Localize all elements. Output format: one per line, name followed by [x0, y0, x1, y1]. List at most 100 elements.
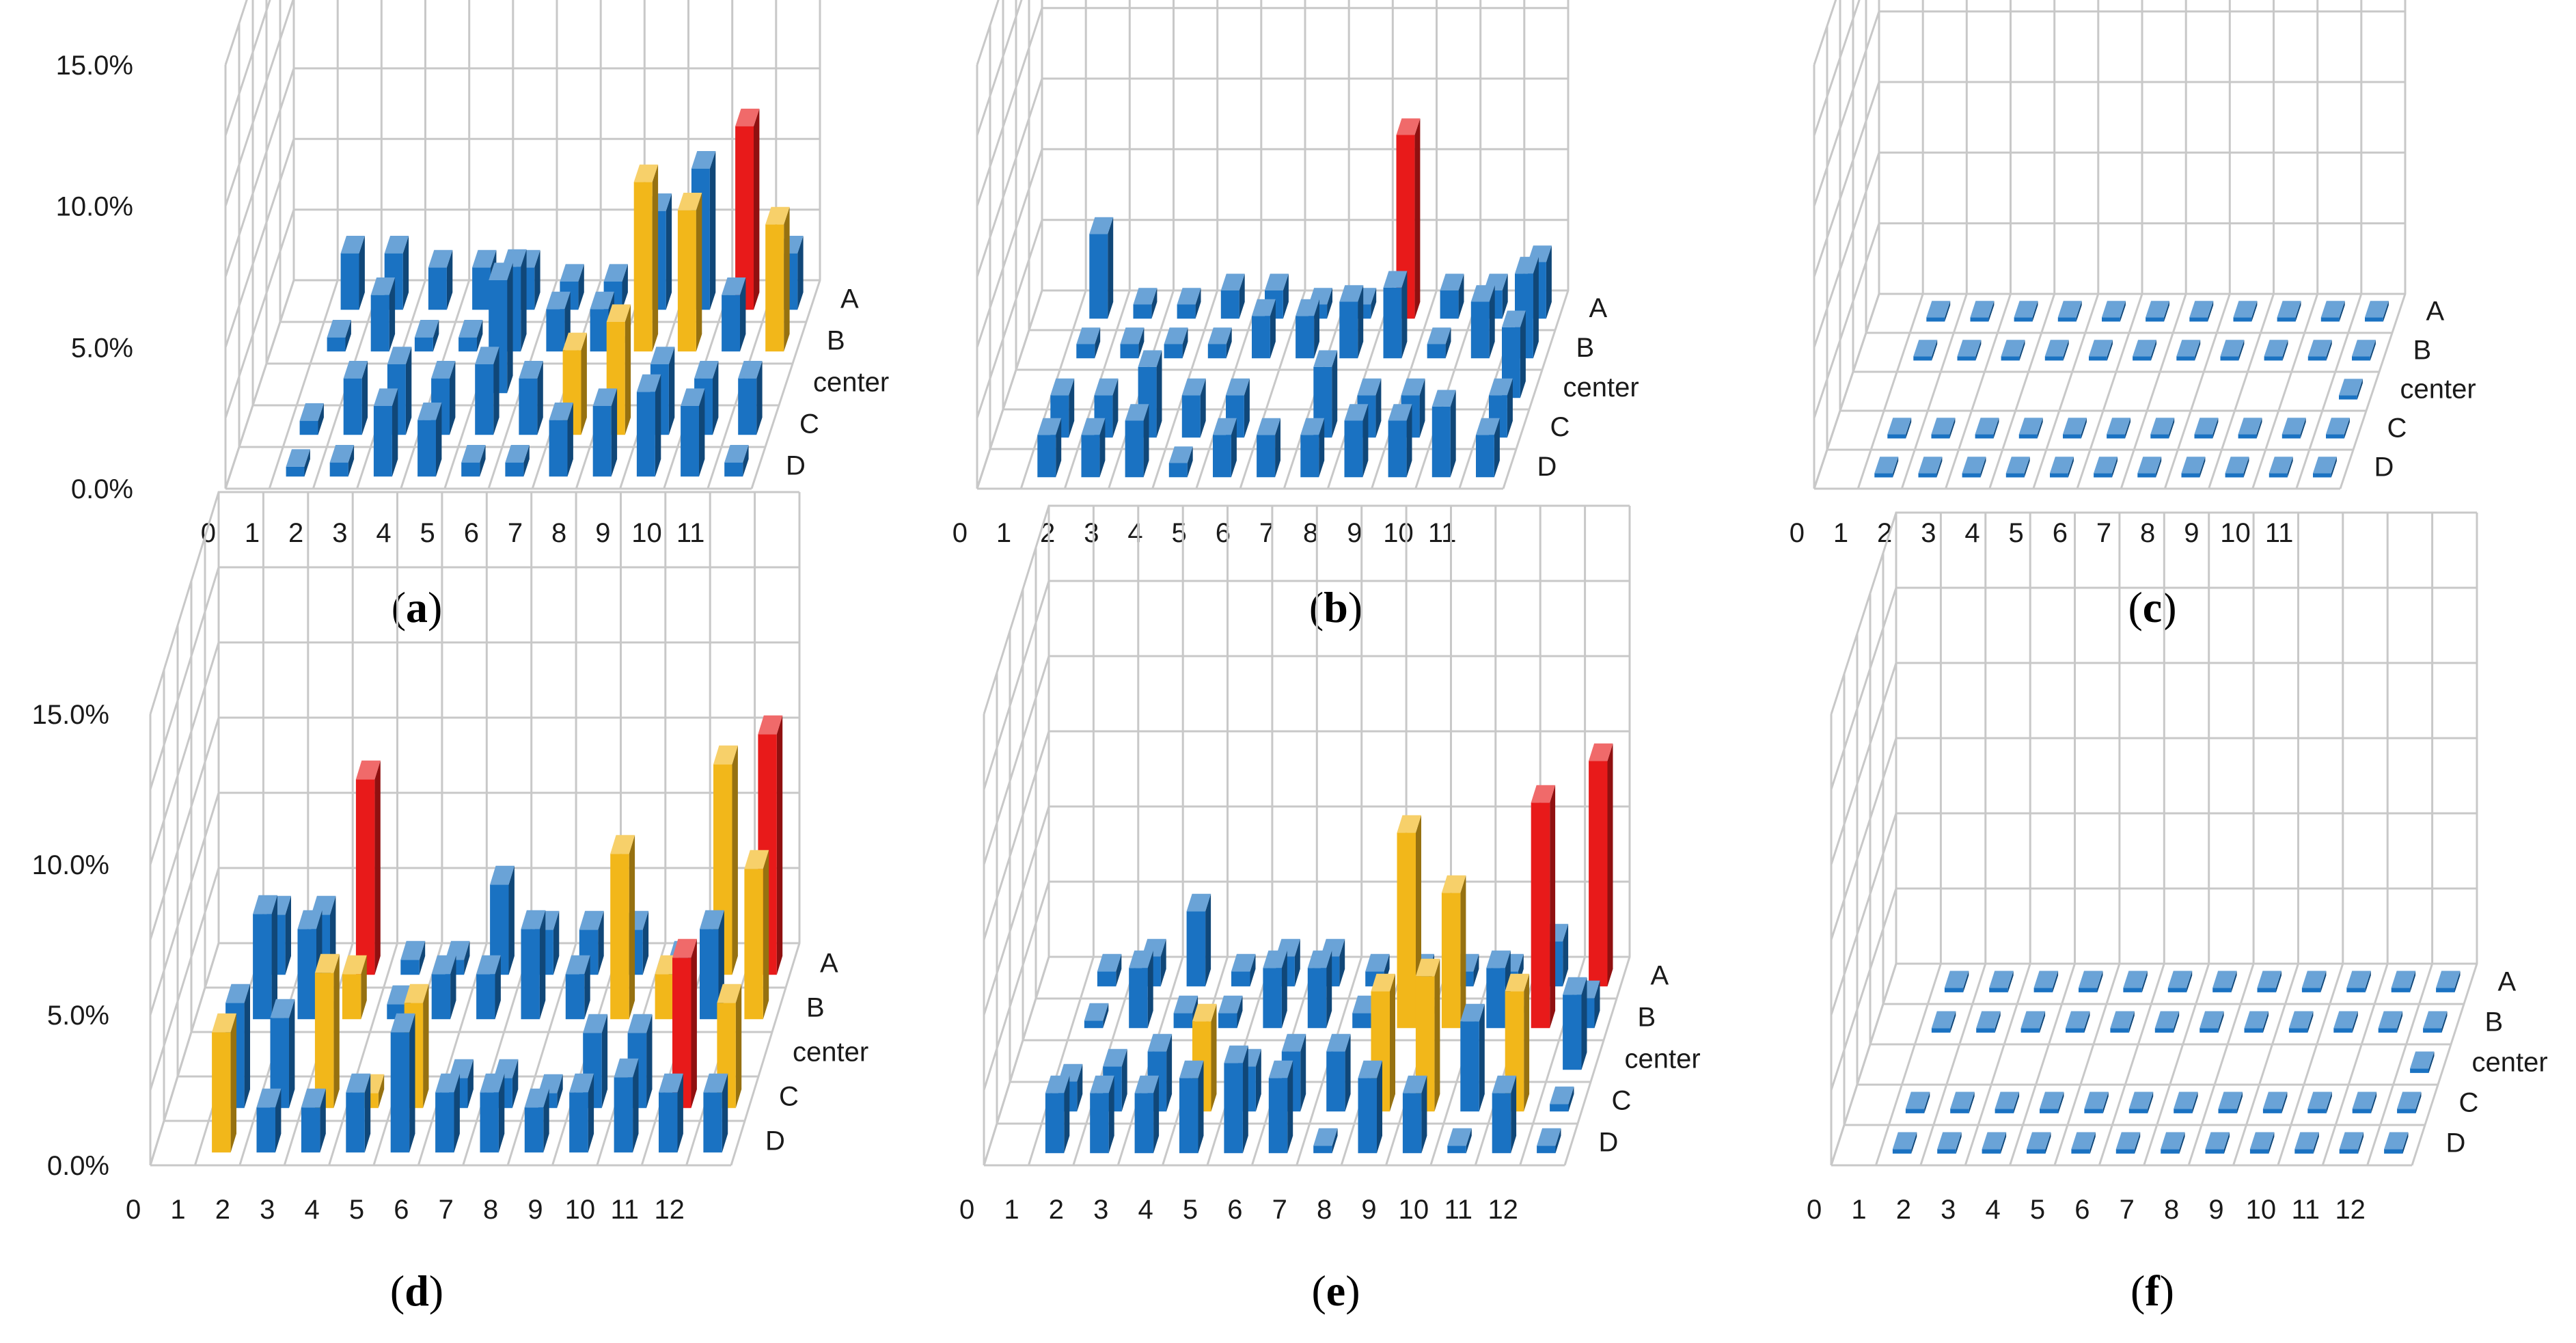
- bar-D-4: [2005, 457, 2030, 478]
- bar-front: [2205, 1149, 2224, 1154]
- bar-side: [601, 1014, 608, 1109]
- bar-front: [1931, 1028, 1951, 1033]
- bar-side: [1969, 1091, 1975, 1113]
- bar-C-2: [270, 999, 295, 1109]
- x-tick-label: 4: [1138, 1195, 1153, 1225]
- bar-front: [1470, 301, 1490, 359]
- bar-front: [672, 958, 691, 1109]
- caption-close: ): [2160, 1266, 2174, 1315]
- bar-top: [1344, 404, 1369, 421]
- bar-front: [636, 392, 655, 477]
- bar-side: [2371, 1091, 2377, 1113]
- bar-front: [327, 337, 346, 352]
- bar-top: [735, 109, 760, 126]
- bar-top: [1352, 995, 1377, 1014]
- bar-C-7: [2174, 1091, 2198, 1113]
- bar-side: [2218, 1011, 2224, 1033]
- bar-front: [519, 378, 538, 435]
- bar-side: [756, 361, 763, 435]
- bar-top: [2005, 457, 2030, 474]
- bar-top: [2257, 971, 2282, 988]
- bar-top: [1476, 418, 1500, 435]
- bar-side: [1095, 327, 1101, 359]
- bar-C-1: [1887, 418, 1912, 439]
- bar-B-7: [2176, 340, 2201, 361]
- bar-B-1: [1931, 1011, 1956, 1033]
- x-tick-label: 10: [1399, 1195, 1429, 1225]
- bar-side: [652, 164, 659, 352]
- bar-top: [1440, 273, 1464, 290]
- bar-front: [1962, 473, 1981, 478]
- bar-top: [502, 249, 527, 267]
- bar-side: [2014, 1091, 2020, 1113]
- bar-top: [475, 347, 499, 364]
- x-tick-labels: 0 1 2 3 4 5 6 7 8 9 10 11 12: [1807, 1195, 2366, 1225]
- bar-top: [493, 1059, 519, 1079]
- bar-front: [738, 378, 757, 435]
- bar-side: [348, 445, 355, 477]
- row-label-D: D: [1599, 1128, 1619, 1158]
- bar-front: [2294, 1149, 2314, 1154]
- row-label-center: center: [2472, 1048, 2548, 1078]
- bar-D-2: [1090, 1075, 1114, 1154]
- bar-side: [2200, 457, 2206, 478]
- bar-side: [378, 1074, 385, 1109]
- x-tick-label: 9: [2184, 518, 2199, 548]
- bar-top: [2194, 418, 2219, 435]
- bar-top: [672, 938, 697, 958]
- bar-front: [1402, 1093, 1422, 1154]
- bar-front: [505, 462, 524, 477]
- y-tick-label: 10.0%: [56, 192, 133, 222]
- bar-C-2: [1950, 1091, 1975, 1113]
- bar-side: [1594, 980, 1600, 1029]
- bar-front: [1352, 1013, 1371, 1029]
- bar-C-11: [672, 938, 697, 1109]
- bar-side: [1421, 1075, 1427, 1154]
- bar-C-12: [717, 983, 742, 1109]
- bar-D-6: [1257, 418, 1280, 478]
- bar-B-8: [565, 955, 590, 1020]
- bar-B-9: [677, 193, 702, 352]
- bar-A-3: [428, 249, 453, 310]
- x-tick-label: 2: [1896, 1195, 1911, 1225]
- bar-front: [342, 974, 361, 1020]
- bar-side: [1502, 273, 1508, 319]
- bar-top: [1950, 1091, 1975, 1109]
- bar-front: [2397, 1109, 2416, 1113]
- bar-D-6: [1268, 1060, 1293, 1154]
- gridlines: [1830, 511, 2478, 1167]
- gridline-vertical: [2009, 513, 2076, 1166]
- gridline-vertical: [2251, 0, 2319, 489]
- bar-front: [2423, 1028, 2442, 1033]
- bar-side: [2313, 1132, 2319, 1154]
- bar-side: [2032, 301, 2038, 322]
- bar-A-9: [1440, 273, 1464, 319]
- bar-side: [1520, 310, 1526, 398]
- bar-top: [2313, 457, 2337, 474]
- bar-top: [2161, 1132, 2185, 1150]
- bar-side: [1281, 950, 1287, 1029]
- bar-side: [1963, 971, 1969, 992]
- bar-top: [1431, 390, 1456, 407]
- bar-B-10: [1470, 285, 1495, 359]
- bar-top: [521, 910, 546, 930]
- bar-front: [2189, 317, 2208, 322]
- bar-top: [1173, 995, 1198, 1014]
- bar-D-5: [461, 445, 486, 477]
- bar-A-6: [2167, 971, 2193, 992]
- bar-side: [1327, 288, 1332, 319]
- bar-top: [1192, 1003, 1217, 1022]
- bar-side: [1980, 457, 1986, 478]
- bar-front: [1427, 344, 1446, 359]
- bar-side: [1339, 938, 1345, 987]
- bar-top: [2040, 1091, 2064, 1109]
- bar-side: [446, 249, 453, 310]
- bar-center-12: [1563, 977, 1587, 1070]
- bar-top: [1090, 1075, 1114, 1094]
- row-label-C: C: [1612, 1086, 1632, 1116]
- bar-side: [1956, 1132, 1962, 1154]
- bar-top: [1263, 950, 1287, 968]
- bar-top: [1177, 288, 1201, 305]
